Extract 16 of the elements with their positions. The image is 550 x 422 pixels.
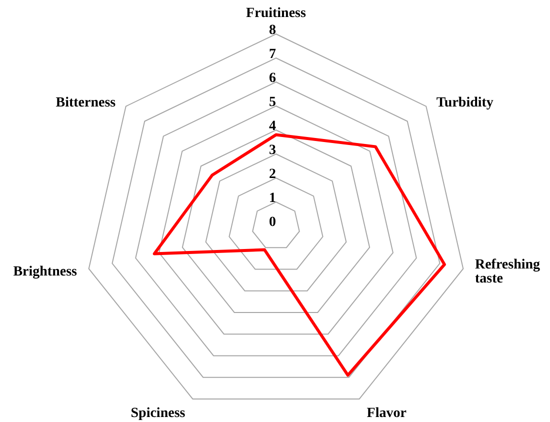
y-tick-label: 8 [269, 23, 276, 38]
spoke-label: Turbidity [436, 95, 494, 110]
spoke-label: Brightness [13, 264, 78, 280]
y-tick-label: 7 [269, 47, 276, 62]
spoke-label: Refreshing taste [474, 257, 540, 286]
spoke-label: Spiciness [130, 406, 186, 422]
y-tick-label: 6 [269, 71, 276, 86]
spoke-label: Flavor [366, 406, 406, 422]
y-tick-label: 3 [269, 143, 276, 158]
y-tick-label: 0 [269, 215, 276, 230]
spoke-label: Fruitiness [246, 6, 306, 21]
spoke-label: Bitterness [56, 95, 116, 110]
y-tick-label: 5 [269, 95, 276, 110]
y-tick-label: 4 [269, 119, 276, 134]
y-tick-label: 1 [269, 191, 276, 206]
y-tick-label: 2 [269, 167, 276, 182]
